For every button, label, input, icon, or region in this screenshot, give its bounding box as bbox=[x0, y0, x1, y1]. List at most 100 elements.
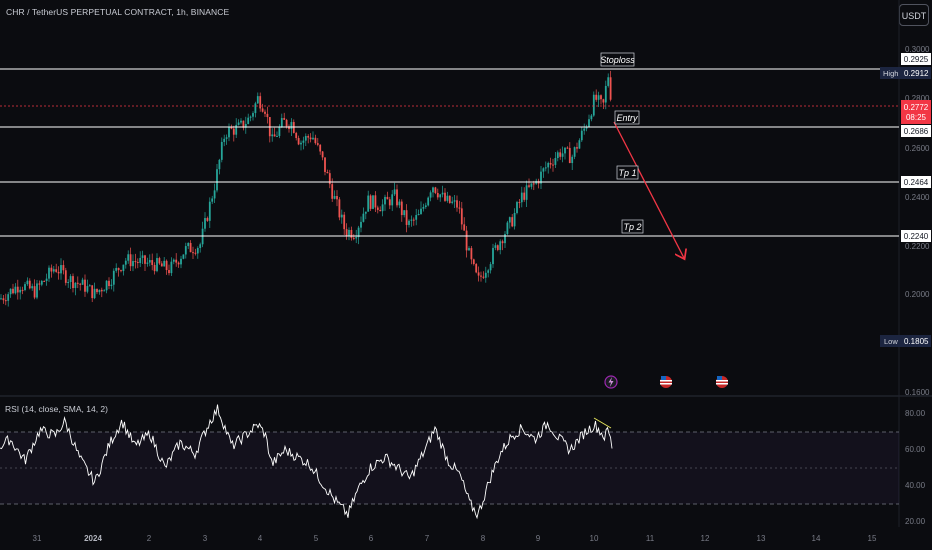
candle-body bbox=[230, 127, 233, 129]
candle-body bbox=[580, 130, 583, 141]
candle-body bbox=[84, 279, 86, 292]
candle-body bbox=[283, 118, 286, 120]
candle-body bbox=[600, 95, 602, 100]
candle-body bbox=[50, 267, 53, 272]
candle-body bbox=[403, 210, 406, 216]
rsi-line bbox=[0, 404, 613, 520]
candle-body bbox=[180, 258, 182, 265]
candle-body bbox=[76, 282, 79, 284]
time-tick: 9 bbox=[536, 534, 541, 543]
tp2-annotation[interactable]: Tp 2 bbox=[621, 219, 644, 234]
rsi-title: RSI (14, close, SMA, 14, 2) bbox=[5, 404, 108, 414]
candle-body bbox=[100, 289, 103, 292]
us-flag-icon[interactable] bbox=[660, 376, 672, 388]
candle-body bbox=[504, 234, 506, 244]
last-price-text: 0.2772 bbox=[904, 103, 929, 112]
candle-body bbox=[55, 269, 58, 272]
candle-body bbox=[240, 120, 242, 123]
candle-body bbox=[513, 212, 516, 227]
candle-body bbox=[136, 262, 139, 264]
candle-body bbox=[266, 113, 269, 118]
candle-body bbox=[393, 189, 396, 195]
time-tick: 31 bbox=[33, 534, 42, 543]
candle-body bbox=[530, 183, 533, 187]
candle-body bbox=[182, 254, 185, 259]
candle-body bbox=[417, 213, 420, 216]
candle-body bbox=[165, 260, 168, 271]
candle-body bbox=[576, 147, 578, 149]
candle-body bbox=[307, 136, 310, 138]
candle-body bbox=[115, 268, 118, 271]
candle-body bbox=[278, 126, 281, 136]
candle-body bbox=[86, 286, 89, 292]
candle-body bbox=[208, 201, 211, 221]
candle-body bbox=[585, 126, 588, 129]
price-tick: 0.1600 bbox=[905, 388, 930, 397]
candle-body bbox=[571, 156, 574, 164]
candle-body bbox=[141, 255, 144, 258]
candle-body bbox=[578, 140, 581, 149]
candle-body bbox=[381, 204, 384, 212]
candle-body bbox=[151, 260, 154, 265]
candle-body bbox=[57, 271, 60, 274]
candle-body bbox=[549, 162, 552, 165]
title-symbol: CHR / TetherUS PERPETUAL CONTRACT, 1h, B… bbox=[6, 7, 230, 17]
price-tick: 0.3000 bbox=[905, 45, 930, 54]
candle-body bbox=[520, 192, 523, 203]
us-flag-icon[interactable] bbox=[716, 376, 728, 388]
candle-body bbox=[348, 229, 350, 236]
tp1-annotation[interactable]: Tp 1 bbox=[616, 165, 639, 180]
lightning-icon[interactable] bbox=[604, 375, 618, 389]
candle-body bbox=[432, 187, 434, 193]
price-tick: 0.2600 bbox=[905, 144, 930, 153]
candle-body bbox=[453, 200, 456, 202]
candle-body bbox=[170, 261, 173, 274]
candle-body bbox=[465, 230, 468, 251]
candle-body bbox=[184, 246, 187, 255]
candle-body bbox=[472, 259, 475, 265]
time-tick: 2 bbox=[147, 534, 152, 543]
entry-annotation-text: Entry bbox=[616, 113, 638, 123]
candle-body bbox=[132, 261, 134, 267]
candle-body bbox=[460, 208, 463, 225]
candle-body bbox=[64, 270, 67, 283]
candle-body bbox=[595, 94, 598, 100]
candle-body bbox=[372, 195, 374, 209]
candle-body bbox=[376, 207, 379, 210]
candle-body bbox=[62, 265, 65, 271]
candle-body bbox=[487, 270, 490, 273]
candle-body bbox=[398, 201, 401, 206]
stoploss-annotation[interactable]: Stoploss bbox=[600, 52, 635, 67]
candle-body bbox=[69, 276, 72, 283]
candle-body bbox=[482, 276, 485, 278]
candle-body bbox=[340, 214, 343, 218]
candle-body bbox=[499, 241, 502, 250]
candle-body bbox=[172, 259, 175, 262]
candle-body bbox=[532, 183, 535, 185]
candle-body bbox=[163, 260, 166, 267]
stoploss-price-text: 0.2925 bbox=[904, 55, 929, 64]
candle-body bbox=[110, 284, 113, 287]
candle-body bbox=[225, 137, 228, 139]
candle-body bbox=[168, 270, 170, 274]
candle-body bbox=[415, 215, 418, 220]
time-tick: 7 bbox=[425, 534, 430, 543]
rsi-tick: 60.00 bbox=[905, 445, 926, 454]
entry-annotation[interactable]: Entry bbox=[614, 110, 640, 125]
candle-body bbox=[45, 278, 48, 282]
candle-body bbox=[484, 272, 487, 278]
candle-body bbox=[523, 192, 526, 200]
candle-body bbox=[156, 258, 158, 272]
candle-body bbox=[74, 282, 77, 289]
candle-body bbox=[33, 286, 36, 298]
time-tick: 8 bbox=[481, 534, 486, 543]
time-tick: 11 bbox=[646, 534, 655, 543]
candle-body bbox=[256, 96, 259, 104]
candle-body bbox=[26, 280, 29, 285]
candle-body bbox=[302, 140, 305, 143]
candle-body bbox=[388, 199, 391, 206]
candle-body bbox=[235, 124, 238, 135]
tp1-price-label: 0.2464 bbox=[901, 176, 931, 188]
time-tick: 14 bbox=[812, 534, 821, 543]
